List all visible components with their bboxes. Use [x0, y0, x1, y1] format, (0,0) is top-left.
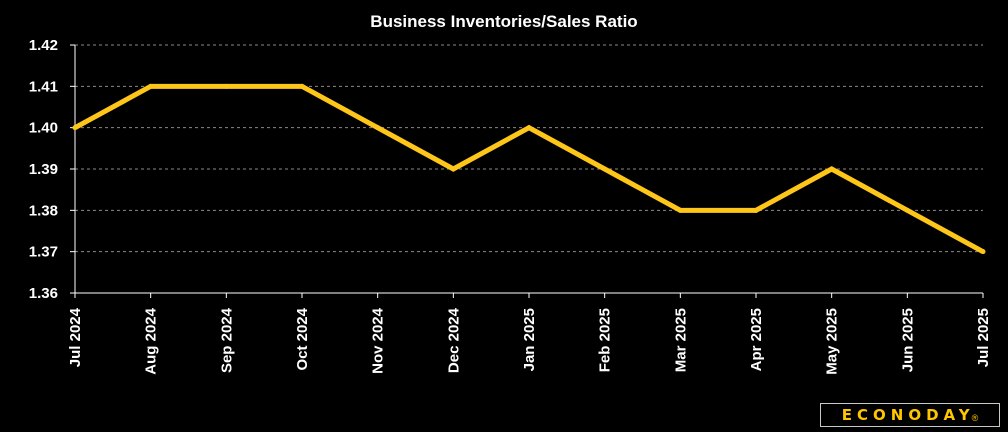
x-tick-label: Dec 2024	[445, 307, 462, 373]
data-point	[72, 125, 78, 131]
y-tick-label: 1.38	[29, 202, 58, 219]
data-point	[753, 207, 759, 213]
x-tick-label: Jul 2025	[975, 308, 992, 367]
data-point	[980, 249, 986, 255]
axes	[70, 44, 984, 298]
data-point	[450, 166, 456, 172]
x-tick-label: Jul 2024	[67, 307, 84, 367]
x-tick-label: Oct 2024	[294, 307, 311, 370]
grid-lines	[75, 44, 983, 253]
y-tick-label: 1.40	[29, 120, 58, 137]
x-axis-tick-labels: Jul 2024 Aug 2024 Sep 2024 Oct 2024 Nov 2024…	[67, 307, 992, 374]
y-tick-label: 1.36	[29, 285, 58, 302]
y-tick-label: 1.39	[29, 161, 58, 178]
x-tick-label: Jun 2025	[899, 308, 916, 372]
data-point	[299, 83, 305, 89]
registered-mark-icon: ®	[971, 413, 979, 423]
data-point	[148, 83, 154, 89]
y-axis-tick-labels: 1.42 1.41 1.40 1.39 1.38 1.37 1.36	[29, 37, 58, 302]
data-point	[904, 207, 910, 213]
series-line	[73, 83, 985, 254]
data-series	[72, 83, 986, 255]
y-tick-label: 1.42	[29, 37, 58, 54]
x-tick-label: May 2025	[824, 308, 841, 375]
x-tick-label: Aug 2024	[143, 307, 160, 374]
y-tick-label: 1.41	[29, 78, 58, 95]
econoday-logo: ECONODAY ®	[820, 403, 1000, 427]
data-point	[375, 125, 381, 131]
x-tick-label: Jan 2025	[521, 308, 538, 371]
data-point	[526, 125, 532, 131]
data-point	[602, 166, 608, 172]
x-tick-label: Apr 2025	[748, 308, 765, 371]
logo-text: ECONODAY	[841, 406, 975, 424]
chart-title: Business Inventories/Sales Ratio	[370, 12, 637, 31]
data-point	[829, 166, 835, 172]
data-point	[677, 207, 683, 213]
data-point	[223, 83, 229, 89]
x-tick-label: Mar 2025	[672, 308, 689, 372]
y-tick-label: 1.37	[29, 244, 58, 261]
x-tick-label: Sep 2024	[218, 307, 235, 373]
x-tick-label: Feb 2025	[597, 308, 614, 372]
x-tick-label: Nov 2024	[370, 307, 387, 374]
